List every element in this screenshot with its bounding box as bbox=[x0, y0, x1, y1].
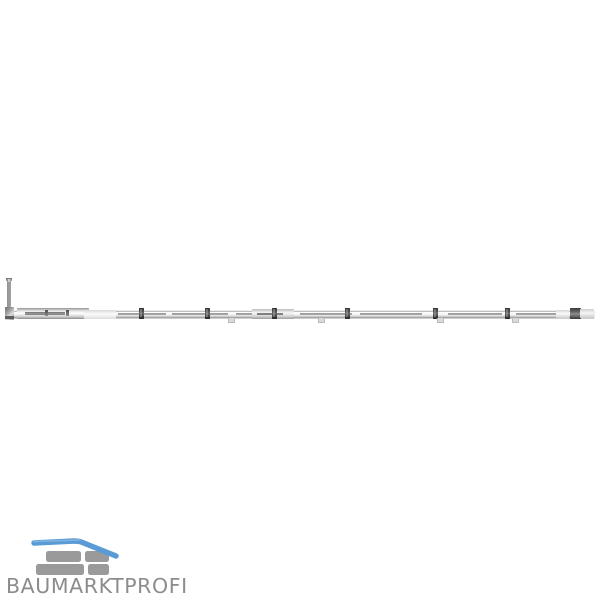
inner-sliding-bar bbox=[448, 313, 502, 316]
right-end-nose bbox=[556, 309, 569, 319]
inner-sliding-bar bbox=[360, 313, 422, 316]
guide-tab bbox=[228, 318, 235, 323]
roller-cam bbox=[505, 308, 511, 319]
rod-highlight bbox=[6, 312, 594, 313]
roller-cam bbox=[433, 308, 439, 319]
gearbox-stud bbox=[66, 309, 70, 317]
logo-wordmark: BAUMARKTPROFI bbox=[6, 574, 188, 598]
gearbox-tail-plate bbox=[84, 309, 116, 319]
right-end-tip bbox=[580, 309, 594, 318]
inner-sliding-bar bbox=[172, 313, 228, 316]
logo-bricks bbox=[36, 551, 109, 575]
gearbox-stud bbox=[45, 309, 49, 317]
guide-tab bbox=[512, 318, 519, 323]
watermark-logo: BAUMARKTPROFI bbox=[6, 534, 216, 598]
inner-sliding-bar bbox=[516, 313, 560, 316]
guide-tab bbox=[437, 318, 444, 323]
roller-cam bbox=[205, 308, 211, 319]
inner-sliding-bar bbox=[300, 313, 352, 316]
mid-strike-slot bbox=[257, 312, 283, 315]
guide-tab bbox=[318, 318, 325, 323]
vertical-arm-inner-bar bbox=[8, 282, 10, 313]
roller-cam bbox=[139, 308, 145, 319]
logo-roof-accent bbox=[31, 538, 119, 559]
roller-cam bbox=[272, 308, 278, 319]
corner-drive-elbow bbox=[5, 306, 14, 320]
roller-cam bbox=[345, 308, 351, 319]
logo-roof-highlight bbox=[33, 539, 81, 543]
rod-shadow bbox=[8, 318, 594, 319]
baumarktprofi-logo-mark bbox=[31, 538, 119, 575]
corner-drive-shadow bbox=[5, 316, 14, 320]
right-end-fitting bbox=[570, 307, 581, 320]
